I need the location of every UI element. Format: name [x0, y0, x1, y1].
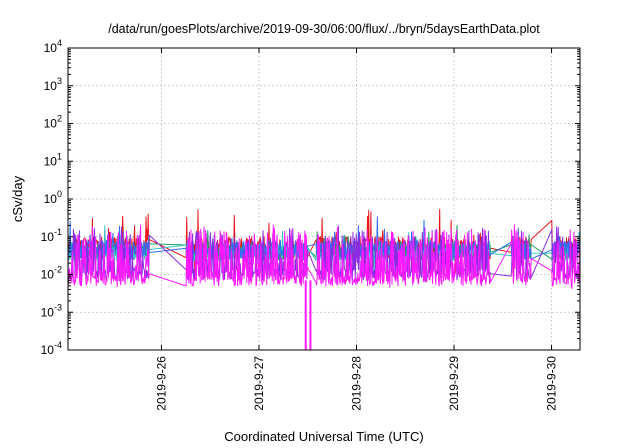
y-tick-label: 100	[44, 189, 62, 206]
x-tick-label: 2019-9-28	[350, 356, 364, 411]
y-tick-base: 10	[41, 230, 55, 244]
y-tick-label: 104	[44, 38, 62, 55]
x-axis-label: Coordinated Universal Time (UTC)	[224, 429, 423, 444]
series-line-6	[67, 224, 581, 289]
y-tick-exponent: 2	[57, 114, 62, 124]
y-tick-label: 101	[44, 151, 62, 168]
x-tick-label: 2019-9-30	[545, 356, 559, 411]
y-tick-exponent: 1	[57, 151, 62, 161]
y-tick-exponent: 3	[57, 76, 62, 86]
y-tick-exponent: -1	[54, 227, 62, 237]
x-tick-label: 2019-9-26	[154, 356, 168, 411]
gridlines	[68, 48, 580, 350]
y-tick-label: 10-2	[41, 265, 62, 282]
y-tick-exponent: -3	[54, 302, 62, 312]
x-tick-label: 2019-9-27	[252, 356, 266, 411]
y-tick-base: 10	[44, 117, 58, 131]
y-tick-exponent: 0	[57, 189, 62, 199]
y-tick-exponent: -2	[54, 265, 62, 275]
y-tick-label: 10-3	[41, 302, 62, 319]
y-tick-label: 103	[44, 76, 62, 93]
y-tick-base: 10	[41, 343, 55, 357]
y-tick-exponent: 4	[57, 38, 62, 48]
y-tick-label: 102	[44, 114, 62, 131]
x-axis: 2019-9-26 2019-9-27 2019-9-28 2019-9-29 2019…	[154, 48, 559, 411]
y-tick-exponent: -4	[54, 340, 62, 350]
y-tick-base: 10	[44, 192, 58, 206]
y-tick-label: 10-4	[41, 340, 62, 357]
y-axis-label: cSv/day	[10, 175, 25, 222]
y-tick-base: 10	[44, 79, 58, 93]
y-tick-base: 10	[44, 41, 58, 55]
chart-title: /data/run/goesPlots/archive/2019-09-30/0…	[108, 22, 540, 36]
series-group	[67, 209, 581, 350]
x-tick-label: 2019-9-29	[447, 356, 461, 411]
y-tick-base: 10	[41, 268, 55, 282]
y-tick-base: 10	[41, 305, 55, 319]
y-tick-label: 10-1	[41, 227, 62, 244]
y-tick-base: 10	[44, 154, 58, 168]
